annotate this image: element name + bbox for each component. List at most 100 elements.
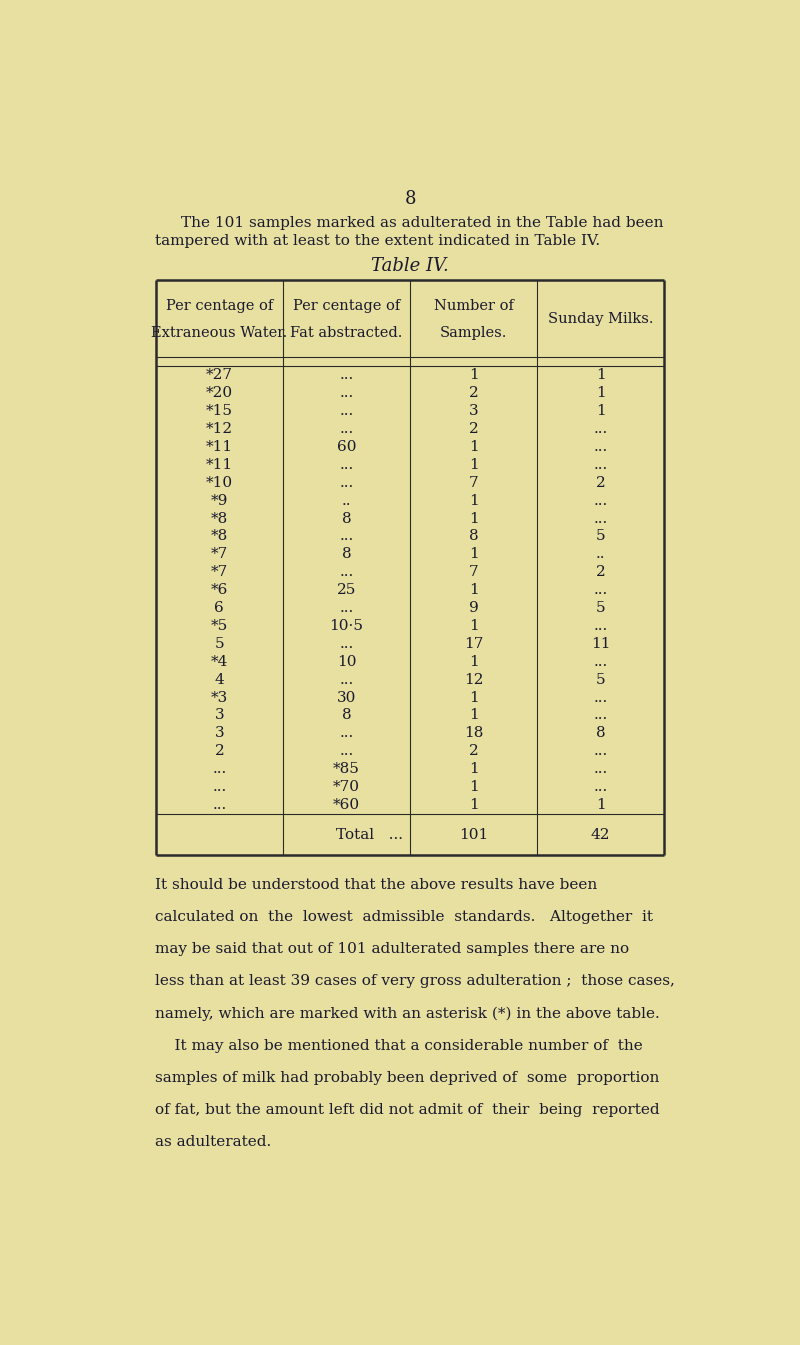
- Text: ...: ...: [594, 763, 608, 776]
- Text: *10: *10: [206, 476, 233, 490]
- Text: 1: 1: [469, 619, 478, 633]
- Text: ...: ...: [594, 690, 608, 705]
- Text: 10·5: 10·5: [330, 619, 363, 633]
- Text: namely, which are marked with an asterisk (*) in the above table.: namely, which are marked with an asteris…: [154, 1006, 659, 1021]
- Text: *7: *7: [210, 565, 228, 580]
- Text: 1: 1: [469, 584, 478, 597]
- Text: ...: ...: [594, 709, 608, 722]
- Text: 1: 1: [596, 369, 606, 382]
- Text: ...: ...: [339, 422, 354, 436]
- Text: *6: *6: [210, 584, 228, 597]
- Text: 2: 2: [596, 476, 606, 490]
- Text: ...: ...: [339, 476, 354, 490]
- Text: less than at least 39 cases of very gross adulteration ;  those cases,: less than at least 39 cases of very gros…: [154, 974, 674, 989]
- Text: ..: ..: [596, 547, 606, 561]
- Text: *70: *70: [333, 780, 360, 794]
- Text: 3: 3: [469, 405, 478, 418]
- Text: 3: 3: [214, 726, 224, 740]
- Text: as adulterated.: as adulterated.: [154, 1135, 271, 1149]
- Text: ...: ...: [594, 744, 608, 759]
- Text: Per centage of: Per centage of: [166, 300, 273, 313]
- Text: *15: *15: [206, 405, 233, 418]
- Text: 1: 1: [469, 511, 478, 526]
- Text: 42: 42: [591, 827, 610, 842]
- Text: 1: 1: [469, 494, 478, 507]
- Text: 12: 12: [464, 672, 483, 687]
- Text: 10: 10: [337, 655, 356, 668]
- Text: Number of: Number of: [434, 300, 514, 313]
- Text: of fat, but the amount left did not admit of  their  being  reported: of fat, but the amount left did not admi…: [154, 1103, 659, 1116]
- Text: 1: 1: [469, 780, 478, 794]
- Text: The 101 samples marked as adulterated in the Table had been: The 101 samples marked as adulterated in…: [181, 217, 663, 230]
- Text: *8: *8: [210, 530, 228, 543]
- Text: 60: 60: [337, 440, 356, 455]
- Text: *8: *8: [210, 511, 228, 526]
- Text: ...: ...: [594, 494, 608, 507]
- Text: Per centage of: Per centage of: [293, 300, 400, 313]
- Text: Table IV.: Table IV.: [371, 257, 449, 274]
- Text: 5: 5: [596, 530, 606, 543]
- Text: tampered with at least to the extent indicated in Table IV.: tampered with at least to the extent ind…: [154, 234, 600, 247]
- Text: It may also be mentioned that a considerable number of  the: It may also be mentioned that a consider…: [154, 1038, 642, 1053]
- Text: ...: ...: [339, 369, 354, 382]
- Text: *11: *11: [206, 457, 233, 472]
- Text: Samples.: Samples.: [440, 327, 507, 340]
- Text: *27: *27: [206, 369, 233, 382]
- Text: *60: *60: [333, 798, 360, 812]
- Text: 5: 5: [596, 601, 606, 615]
- Text: 4: 4: [214, 672, 224, 687]
- Text: ...: ...: [594, 440, 608, 455]
- Text: ...: ...: [594, 780, 608, 794]
- Text: 8: 8: [342, 547, 351, 561]
- Text: ...: ...: [339, 672, 354, 687]
- Text: 8: 8: [404, 191, 416, 208]
- Text: 7: 7: [469, 476, 478, 490]
- Text: 2: 2: [469, 386, 478, 401]
- Text: ...: ...: [339, 744, 354, 759]
- Text: 25: 25: [337, 584, 356, 597]
- Text: ...: ...: [212, 798, 226, 812]
- Text: ..: ..: [342, 494, 351, 507]
- Text: may be said that out of 101 adulterated samples there are no: may be said that out of 101 adulterated …: [154, 943, 629, 956]
- Text: 8: 8: [342, 511, 351, 526]
- Text: 1: 1: [469, 690, 478, 705]
- Text: ...: ...: [339, 457, 354, 472]
- Text: *5: *5: [210, 619, 228, 633]
- Text: *4: *4: [210, 655, 228, 668]
- Text: 2: 2: [596, 565, 606, 580]
- Text: ...: ...: [339, 565, 354, 580]
- Text: *3: *3: [210, 690, 228, 705]
- Text: ...: ...: [339, 601, 354, 615]
- Text: 2: 2: [469, 744, 478, 759]
- Text: samples of milk had probably been deprived of  some  proportion: samples of milk had probably been depriv…: [154, 1071, 659, 1084]
- Text: ...: ...: [594, 457, 608, 472]
- Text: ...: ...: [594, 584, 608, 597]
- Text: ...: ...: [339, 405, 354, 418]
- Text: 17: 17: [464, 636, 483, 651]
- Text: 101: 101: [459, 827, 488, 842]
- Text: 2: 2: [469, 422, 478, 436]
- Text: 1: 1: [596, 798, 606, 812]
- Text: calculated on  the  lowest  admissible  standards.   Altogether  it: calculated on the lowest admissible stan…: [154, 911, 653, 924]
- Text: *85: *85: [333, 763, 360, 776]
- Text: ...: ...: [339, 726, 354, 740]
- Text: 6: 6: [214, 601, 224, 615]
- Text: 2: 2: [214, 744, 224, 759]
- Text: ...: ...: [212, 780, 226, 794]
- Text: ...: ...: [339, 530, 354, 543]
- Text: 30: 30: [337, 690, 356, 705]
- Text: 5: 5: [596, 672, 606, 687]
- Text: 1: 1: [469, 547, 478, 561]
- Text: *20: *20: [206, 386, 233, 401]
- Text: 9: 9: [469, 601, 478, 615]
- Text: 1: 1: [469, 798, 478, 812]
- Text: ...: ...: [594, 619, 608, 633]
- Text: ...: ...: [594, 422, 608, 436]
- Text: Extraneous Water.: Extraneous Water.: [151, 327, 287, 340]
- Text: ...: ...: [339, 386, 354, 401]
- Text: 8: 8: [469, 530, 478, 543]
- Text: ...: ...: [594, 655, 608, 668]
- Text: 5: 5: [214, 636, 224, 651]
- Text: *11: *11: [206, 440, 233, 455]
- Text: ...: ...: [212, 763, 226, 776]
